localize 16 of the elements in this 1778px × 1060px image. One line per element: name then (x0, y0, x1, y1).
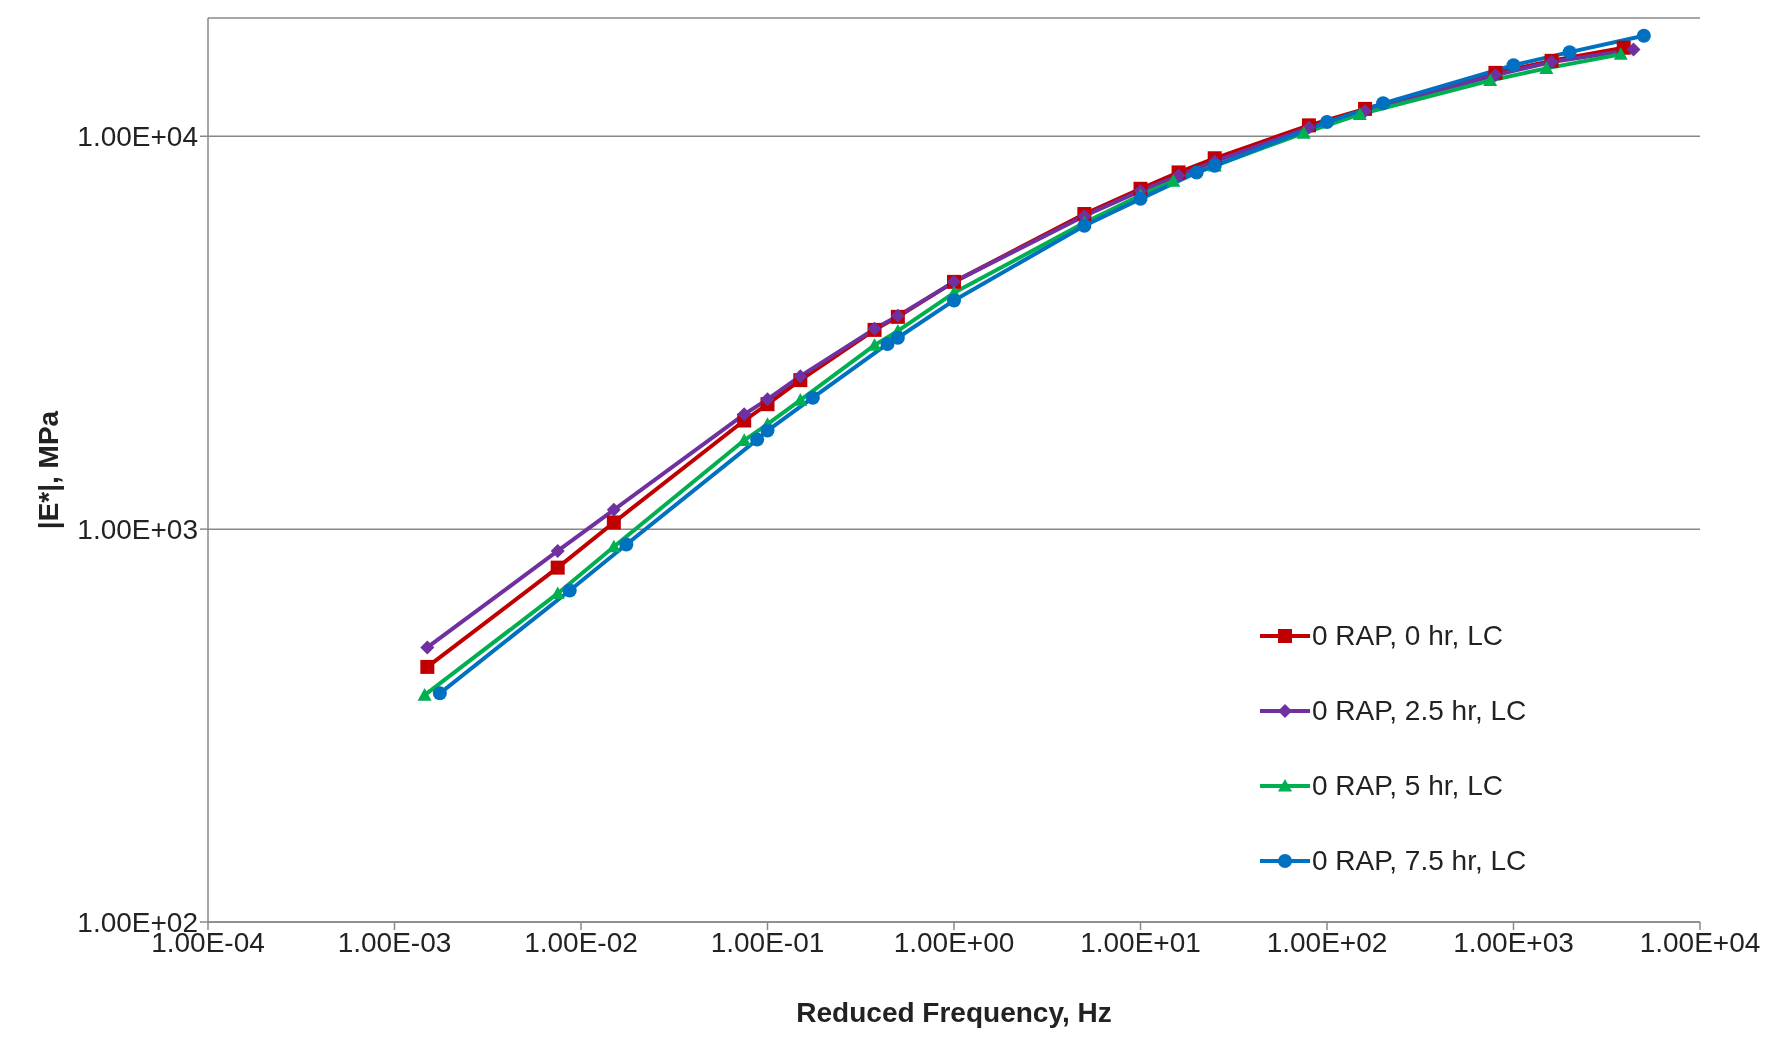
y-tick-label: 1.00E+04 (77, 121, 198, 153)
y-axis-title: |E*|, MPa (32, 410, 64, 530)
legend-label: 0 RAP, 7.5 hr, LC (1312, 844, 1527, 877)
x-tick-label: 1.00E+00 (893, 926, 1015, 958)
x-tick-label: 1.00E-01 (710, 926, 825, 958)
x-tick-label: 1.00E+04 (1639, 926, 1761, 958)
x-tick-label: 1.00E-03 (337, 926, 452, 958)
legend-label: 0 RAP, 2.5 hr, LC (1312, 694, 1527, 727)
x-tick-label: 1.00E+02 (1266, 926, 1388, 958)
legend-label: 0 RAP, 5 hr, LC (1312, 769, 1503, 802)
x-axis-title: Reduced Frequency, Hz (796, 997, 1112, 1028)
y-tick-label: 1.00E+03 (77, 514, 198, 546)
x-tick-label: 1.00E+03 (1453, 926, 1574, 958)
x-tick-label: 1.00E+01 (1080, 926, 1201, 958)
x-tick-label: 1.00E-02 (524, 926, 638, 958)
legend-label: 0 RAP, 0 hr, LC (1312, 619, 1503, 652)
